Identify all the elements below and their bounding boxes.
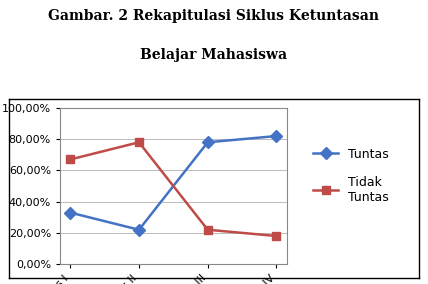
Line: Tidak
Tuntas: Tidak Tuntas	[66, 138, 281, 240]
Tuntas	[205, 141, 210, 144]
Tuntas	[68, 211, 73, 214]
Tuntas	[274, 134, 279, 138]
Text: Gambar. 2 Rekapitulasi Siklus Ketuntasan: Gambar. 2 Rekapitulasi Siklus Ketuntasan	[48, 9, 380, 22]
Text: Belajar Mahasiswa: Belajar Mahasiswa	[140, 48, 288, 62]
Tidak
Tuntas	[274, 234, 279, 238]
Tidak
Tuntas	[205, 228, 210, 231]
Tidak
Tuntas	[68, 158, 73, 161]
Tuntas	[137, 228, 142, 231]
Tidak
Tuntas	[137, 141, 142, 144]
Line: Tuntas: Tuntas	[66, 132, 281, 234]
Legend: Tuntas, Tidak
Tuntas: Tuntas, Tidak Tuntas	[308, 143, 394, 209]
